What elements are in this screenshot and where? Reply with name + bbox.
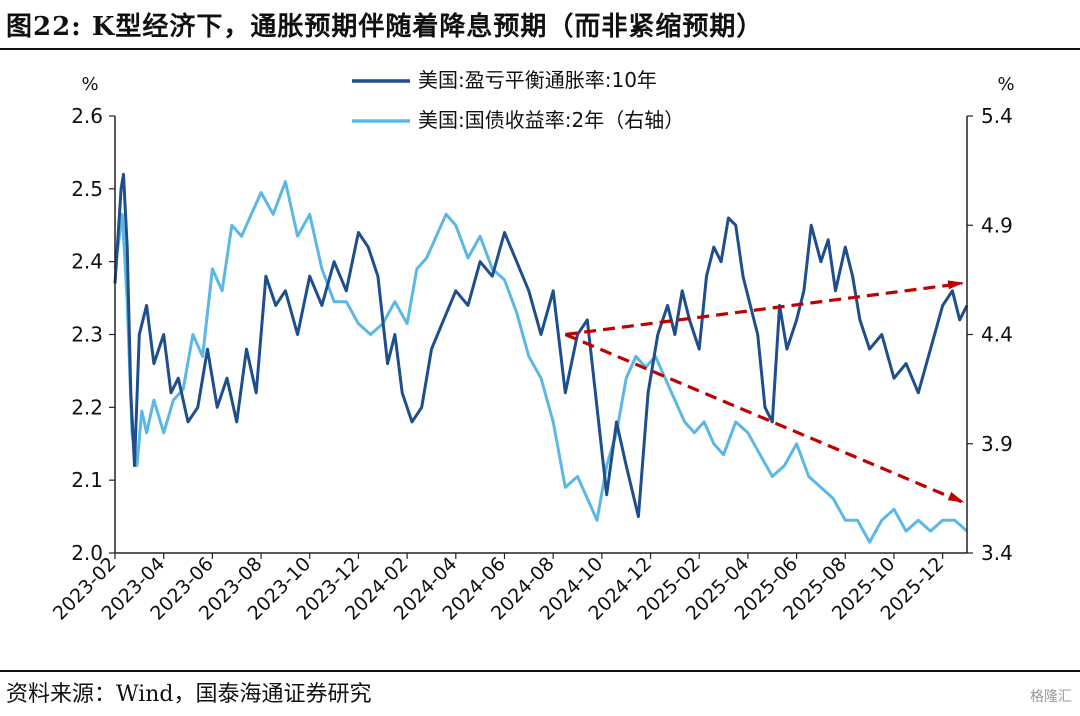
source-note: 资料来源：Wind，国泰海通证券研究	[6, 682, 372, 707]
left-tick-label: 2.4	[71, 250, 103, 274]
series-line-treasury-2y	[113, 180, 968, 544]
legend-label: 美国:盈亏平衡通胀率:10年	[418, 68, 657, 92]
title-rule	[0, 48, 1080, 50]
left-tick-label: 2.6	[71, 104, 103, 128]
right-axis-unit: %	[997, 74, 1014, 95]
left-tick-label: 2.2	[71, 395, 103, 419]
left-axis-unit: %	[81, 74, 98, 95]
right-tick-label: 4.9	[981, 213, 1013, 237]
right-tick-label: 5.4	[981, 104, 1013, 128]
right-tick-label: 4.4	[981, 323, 1013, 347]
annotation-arrow-up	[565, 280, 965, 337]
annotation-arrow-down	[564, 333, 965, 504]
left-tick-label: 2.0	[71, 541, 103, 565]
series-line-breakeven-10y	[113, 172, 969, 519]
left-tick-label: 2.1	[71, 468, 103, 492]
chart: 2.02.12.22.32.42.52.63.43.94.44.95.4% %20…	[49, 68, 1015, 625]
source-rule	[0, 670, 1080, 672]
legend-label: 美国:国债收益率:2年（右轴）	[418, 108, 684, 132]
right-tick-label: 3.9	[981, 432, 1013, 456]
left-tick-label: 2.5	[71, 177, 103, 201]
figure-title: 图22: K型经济下，通胀预期伴随着降息预期（而非紧缩预期）	[6, 12, 764, 42]
watermark: 格隆汇	[1030, 689, 1072, 705]
right-tick-label: 3.4	[981, 541, 1013, 565]
left-tick-label: 2.3	[71, 323, 103, 347]
